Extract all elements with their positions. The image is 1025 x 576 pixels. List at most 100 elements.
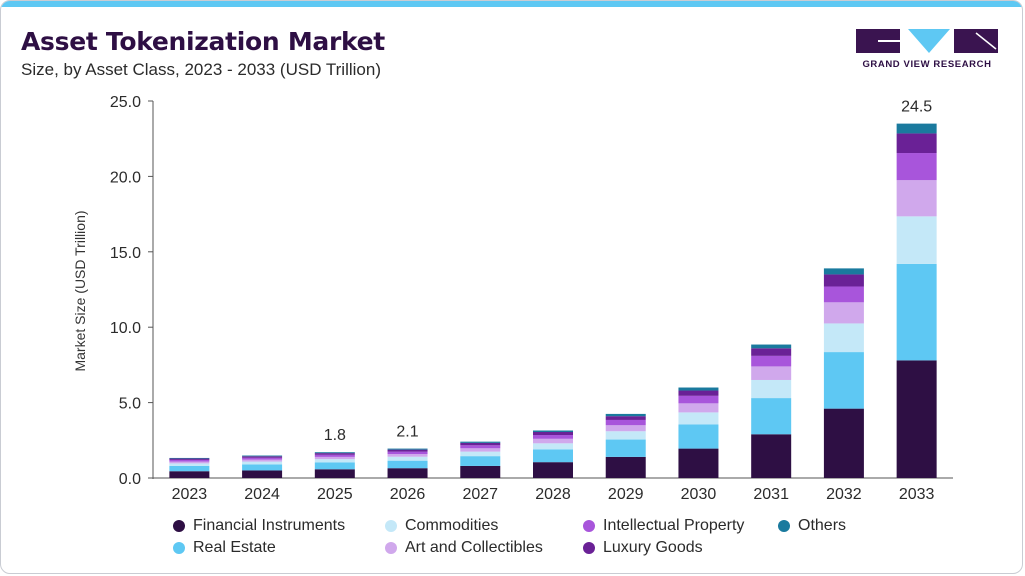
total-data-label: 2.1 [396,424,418,441]
x-tick-label: 2026 [390,486,426,503]
total-data-label: 1.8 [324,427,346,444]
bar-segment-intellectual-property [460,445,501,449]
bar-segment-intellectual-property [387,451,428,455]
bar-segment-real-estate [169,465,210,472]
bar-segment-others [387,448,428,450]
bar-segment-intellectual-property [533,435,573,439]
chart-title: Asset Tokenization Market [21,27,385,56]
bar-segment-art-and-collectibles [169,461,210,464]
bar-segment-intellectual-property [896,153,937,181]
bar-segment-financial-instruments [605,456,646,478]
legend-item: Art and Collectibles [385,539,543,557]
x-tick-label: 2027 [462,486,498,503]
bar-segment-commodities [169,463,210,466]
x-tick-label: 2029 [608,486,644,503]
bar-segment-commodities [314,459,355,463]
y-tick-label: 10.0 [110,320,141,337]
chart-subtitle: Size, by Asset Class, 2023 - 2033 (USD T… [21,60,381,79]
bar-segment-commodities [678,412,719,425]
bar-segment-real-estate [314,462,355,470]
bar-segment-others [896,123,937,134]
legend-swatch-icon [385,520,397,532]
grand-view-research-logo: GRAND VIEW RESEARCH [856,29,1001,73]
bar-segment-art-and-collectibles [605,425,646,432]
bar-segment-luxury-goods [605,416,646,420]
bar-segment-luxury-goods [387,449,428,452]
legend-item: Real Estate [173,539,276,557]
y-tick-label: 5.0 [119,396,141,413]
legend-item: Intellectual Property [583,517,744,535]
bar-segment-others [242,455,283,457]
bar-segment-luxury-goods [751,348,792,356]
y-tick-label: 25.0 [110,94,141,111]
bar-segment-real-estate [678,424,719,449]
bar-segment-real-estate [242,464,283,471]
bar-segment-art-and-collectibles [751,366,792,380]
legend-item: Others [778,517,846,535]
legend-label: Commodities [405,517,499,534]
bar-segment-intellectual-property [314,454,355,457]
bar-segment-art-and-collectibles [678,403,719,413]
bar-segment-real-estate [533,449,573,463]
bar-segment-luxury-goods [314,453,355,455]
x-tick-label: 2024 [244,486,280,503]
bar-segment-intellectual-property [823,286,864,303]
bar-segment-intellectual-property [678,395,719,404]
x-tick-label: 2030 [681,486,717,503]
bar-segment-financial-instruments [751,434,792,478]
bar-segment-financial-instruments [169,471,210,478]
bar-segment-luxury-goods [169,458,210,460]
bar-segment-commodities [242,461,283,465]
legend-label: Art and Collectibles [405,539,543,556]
y-tick-label: 0.0 [119,471,141,488]
bar-segment-commodities [751,379,792,399]
legend-item: Financial Instruments [173,517,345,535]
y-tick-label: 15.0 [110,245,141,262]
bar-segment-others [823,268,864,275]
bar-segment-commodities [896,216,937,264]
bar-segment-intellectual-property [242,457,283,460]
x-tick-label: 2023 [172,486,208,503]
bar-segment-commodities [533,443,573,450]
bar-segment-luxury-goods [460,442,501,446]
bar-segment-others [678,387,719,391]
bar-segment-intellectual-property [169,459,210,462]
bar-segment-others [605,413,646,417]
legend-swatch-icon [173,542,185,554]
x-tick-label: 2031 [753,486,789,503]
bar-segment-financial-instruments [823,408,864,478]
bar-segment-others [751,344,792,349]
bar-segment-intellectual-property [751,355,792,367]
legend-label: Financial Instruments [193,517,346,534]
legend-swatch-icon [173,520,185,532]
bar-segment-others [533,430,573,433]
x-tick-label: 2028 [535,486,571,503]
bar-segment-commodities [605,431,646,440]
legend-item: Commodities [385,517,498,535]
bar-segment-luxury-goods [533,432,573,436]
bar-segment-financial-instruments [242,470,283,478]
legend-label: Luxury Goods [603,539,703,556]
bar-segment-others [314,452,355,454]
bar-segment-commodities [387,456,428,461]
stacked-bar-chart: 0.0 5.0 10.0 15.0 20.0 25.0 2023 2024 2025 2026 20… [110,94,953,503]
bar-segment-real-estate [605,439,646,457]
legend-item: Luxury Goods [583,539,703,557]
logo-text: GRAND VIEW RESEARCH [862,59,992,70]
legend-swatch-icon [583,520,595,532]
bar-segment-art-and-collectibles [314,456,355,460]
bar-segment-real-estate [751,398,792,435]
legend-swatch-icon [583,542,595,554]
bar-segment-financial-instruments [533,462,573,478]
bar-segment-financial-instruments [387,468,428,478]
bar-segment-intellectual-property [605,419,646,426]
bar-segment-art-and-collectibles [533,438,573,444]
bar-segment-financial-instruments [896,360,937,478]
bar-segment-art-and-collectibles [387,454,428,457]
bar-segment-real-estate [823,352,864,409]
bar-segment-others [460,441,501,443]
legend-label: Real Estate [193,539,276,556]
bar-segment-others [169,457,210,459]
y-tick-label: 20.0 [110,169,141,186]
